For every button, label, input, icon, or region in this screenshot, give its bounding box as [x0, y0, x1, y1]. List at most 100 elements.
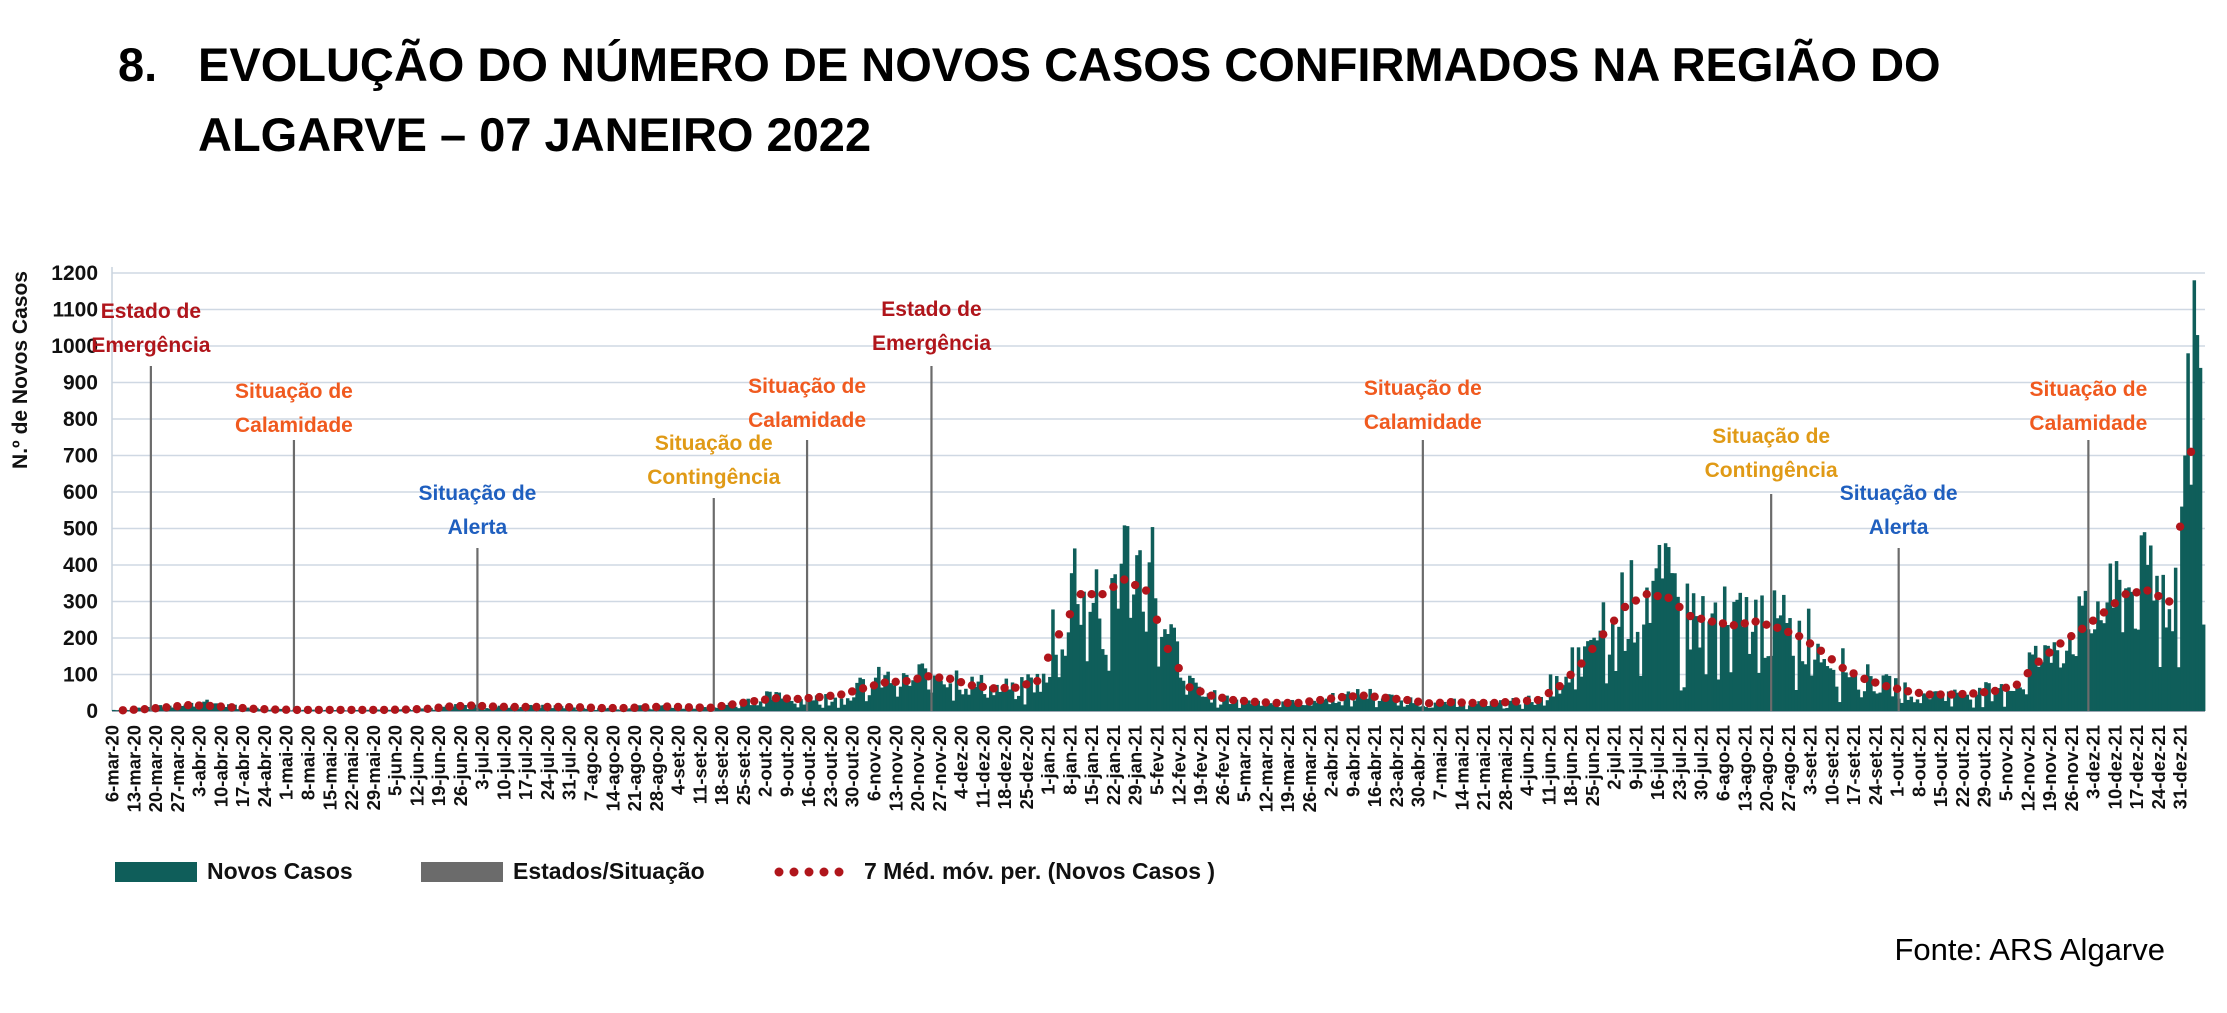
y-tick-label: 300 — [63, 591, 98, 614]
daily-cases-bar — [1309, 705, 1313, 711]
situation-label: Situação de — [418, 482, 536, 505]
moving-average-point — [1316, 695, 1325, 705]
daily-cases-bar — [1387, 694, 1391, 711]
daily-cases-bar — [979, 675, 984, 711]
moving-average-point — [837, 690, 846, 699]
daily-cases-bar — [1418, 706, 1422, 711]
daily-cases-bar — [1100, 649, 1105, 711]
daily-cases-bar — [1060, 649, 1065, 711]
daily-cases-bar — [1561, 685, 1565, 711]
daily-cases-bar — [1408, 697, 1413, 711]
x-tick-label: 13-nov-20 — [885, 725, 906, 811]
daily-cases-bar — [1539, 697, 1543, 711]
moving-average-point — [314, 705, 324, 715]
daily-cases-bar — [737, 708, 741, 711]
moving-average-point — [1631, 596, 1641, 605]
moving-average-point — [2001, 683, 2011, 693]
moving-average-point — [477, 701, 487, 711]
daily-cases-bar — [466, 709, 471, 711]
daily-cases-bar — [2080, 605, 2085, 711]
daily-cases-bar — [1467, 705, 1472, 711]
daily-cases-bar — [954, 670, 959, 711]
daily-cases-bar — [768, 691, 772, 711]
daily-cases-bar — [1741, 626, 1746, 711]
daily-cases-bar — [1996, 688, 2001, 711]
daily-cases-bar — [1035, 673, 1040, 711]
daily-cases-bar — [1953, 689, 1957, 711]
daily-cases-bar — [808, 700, 813, 711]
daily-cases-bar — [1670, 573, 1674, 711]
daily-cases-bar — [1850, 675, 1854, 711]
daily-cases-bar — [1175, 641, 1180, 711]
daily-cases-bar — [1595, 640, 1599, 711]
moving-average-point — [434, 703, 443, 712]
x-tick-label: 27-ago-21 — [1778, 725, 1799, 811]
daily-cases-bar — [562, 708, 567, 711]
moving-average-point — [2023, 669, 2032, 678]
daily-cases-bar — [1007, 689, 1012, 711]
moving-average-point — [652, 702, 661, 712]
daily-cases-bar — [2021, 689, 2026, 711]
daily-cases-bar — [497, 705, 502, 711]
chart-bars — [112, 280, 2206, 711]
daily-cases-bar — [1555, 676, 1559, 711]
daily-cases-bar — [1567, 682, 1571, 711]
daily-cases-bar — [668, 707, 673, 711]
daily-cases-bar — [945, 687, 949, 711]
daily-cases-bar — [1446, 704, 1450, 711]
daily-cases-bar — [1194, 682, 1198, 711]
x-tick-label: 9-abr-21 — [1342, 725, 1363, 797]
daily-cases-bar — [1122, 525, 1127, 711]
daily-cases-bar — [1262, 703, 1267, 711]
x-tick-label: 5-fev-21 — [1147, 725, 1168, 795]
moving-average-point — [989, 684, 998, 693]
daily-cases-bar — [961, 694, 965, 711]
daily-cases-bar — [973, 687, 977, 711]
heading-line-2: ALGARVE – 07 JANEIRO 2022 — [198, 108, 872, 161]
moving-average-point — [793, 694, 802, 704]
daily-cases-bar — [2124, 588, 2128, 711]
daily-cases-bar — [1380, 698, 1385, 711]
legend-swatch-dot — [834, 867, 844, 877]
daily-cases-bar — [1834, 686, 1839, 711]
moving-average-point — [1305, 697, 1314, 706]
daily-cases-bar — [1614, 670, 1618, 711]
moving-average-point — [238, 703, 247, 713]
daily-cases-bar — [1894, 678, 1898, 711]
daily-cases-bar — [1026, 674, 1030, 711]
moving-average-point — [1218, 693, 1227, 703]
daily-cases-bar — [1803, 664, 1808, 711]
legend-label: Estados/Situação — [513, 858, 705, 884]
daily-cases-bar — [1253, 702, 1257, 711]
situation-label: Estado de — [881, 298, 981, 321]
daily-cases-bar — [1900, 702, 1904, 711]
daily-cases-bar — [1278, 707, 1282, 711]
daily-cases-bar — [1617, 626, 1621, 711]
daily-cases-bar — [1875, 693, 1879, 711]
moving-average-point — [728, 700, 737, 709]
daily-cases-bar — [895, 696, 900, 711]
moving-average-point — [641, 703, 650, 712]
moving-average-point — [1653, 591, 1662, 601]
daily-cases-bar — [2058, 667, 2063, 711]
daily-cases-bar — [1244, 704, 1248, 711]
daily-cases-bar — [1424, 706, 1428, 711]
moving-average-point — [1457, 698, 1466, 707]
y-tick-label: 0 — [86, 700, 98, 723]
daily-cases-bar — [939, 680, 943, 711]
daily-cases-bar — [1775, 618, 1780, 711]
daily-cases-bar — [1887, 675, 1892, 711]
daily-cases-bar — [115, 710, 119, 711]
daily-cases-bar — [1642, 624, 1646, 711]
daily-cases-bar — [1368, 688, 1372, 711]
daily-cases-bar — [1247, 700, 1251, 711]
daily-cases-bar — [1405, 704, 1410, 711]
daily-cases-bar — [898, 686, 903, 711]
x-tick-label: 16-out-20 — [798, 725, 819, 807]
daily-cases-bar — [223, 706, 228, 711]
daily-cases-bar — [1427, 707, 1432, 711]
daily-cases-bar — [1321, 699, 1326, 711]
daily-cases-bar — [836, 707, 841, 711]
daily-cases-bar — [2083, 590, 2088, 711]
moving-average-point — [488, 702, 498, 711]
